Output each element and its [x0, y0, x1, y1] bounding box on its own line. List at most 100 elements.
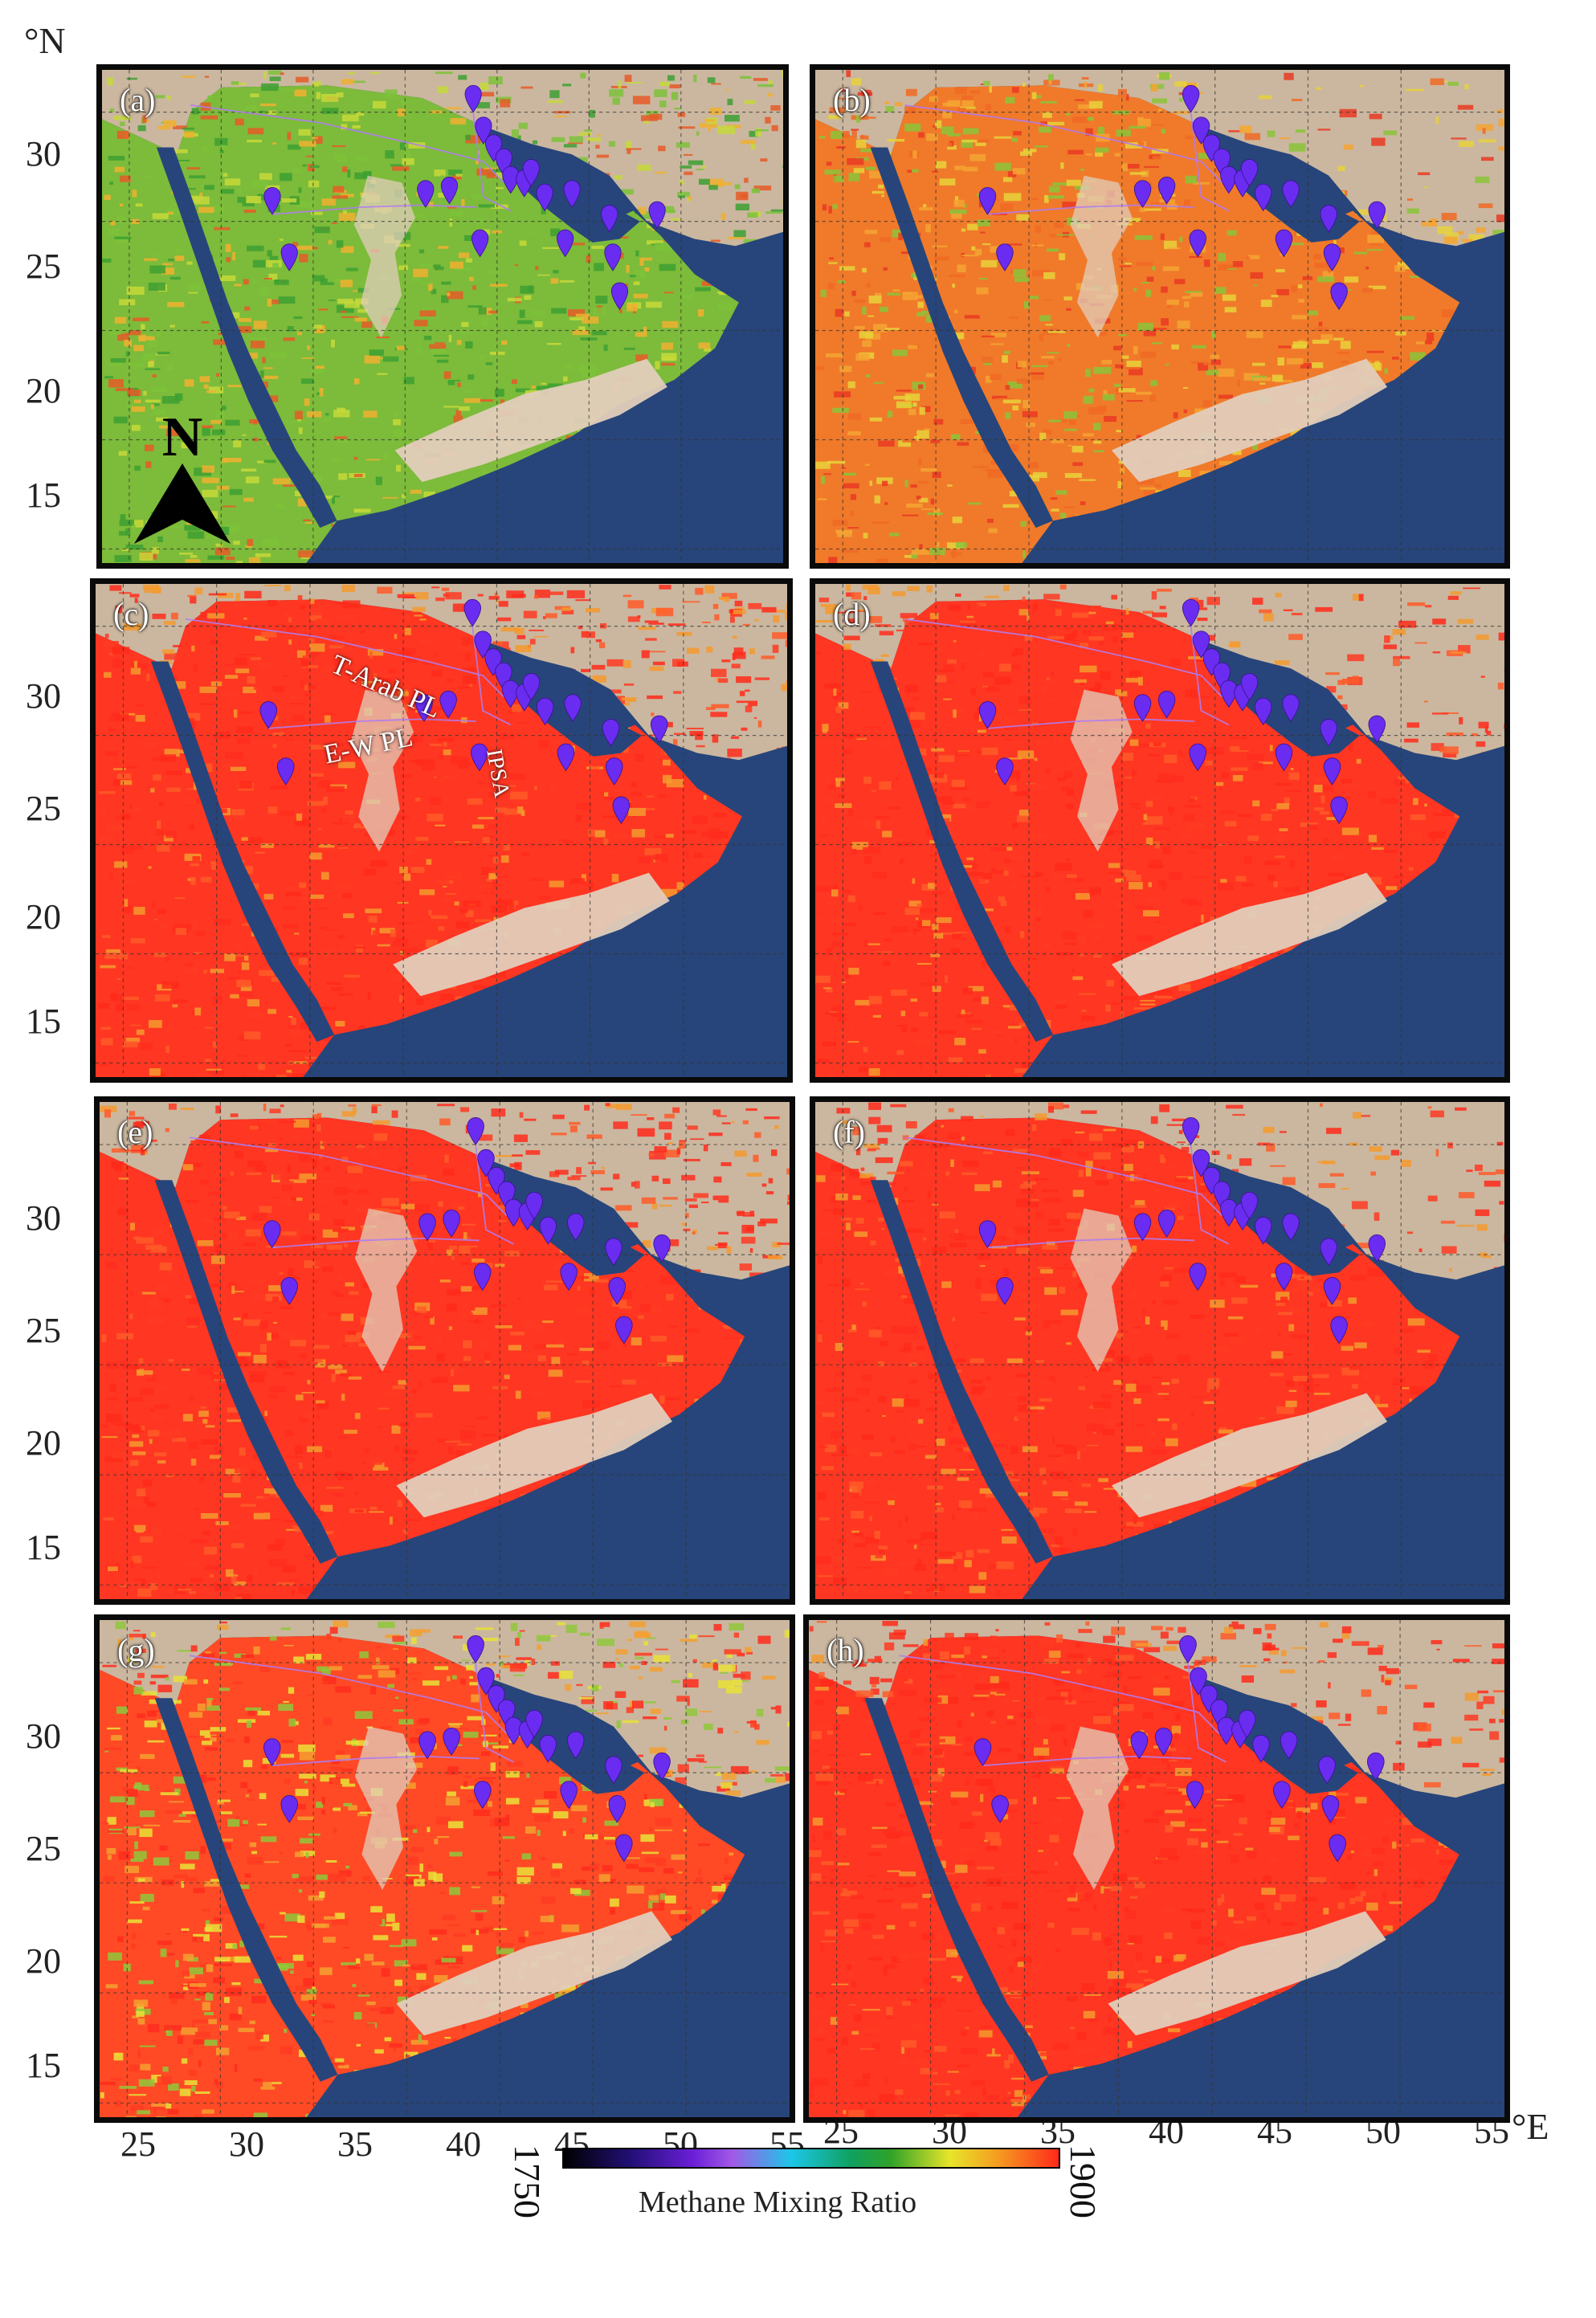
- land-north: [815, 70, 1504, 247]
- facility-marker-icon: [612, 796, 631, 824]
- desert-nodata-area: [396, 1911, 672, 2036]
- red-sea: [154, 1698, 338, 2082]
- red-sea: [870, 147, 1054, 528]
- facility-marker-icon: [648, 201, 666, 230]
- facility-marker-icon: [415, 694, 433, 722]
- facility-marker-icon: [560, 1263, 578, 1292]
- graticule: [100, 1620, 790, 2117]
- pipelines: [904, 618, 1230, 729]
- facility-marker-icon: [1133, 1213, 1152, 1242]
- facility-marker-icon: [467, 1635, 484, 1663]
- facility-marker-icon: [1368, 201, 1386, 230]
- longitude-tick-label: 30: [229, 2124, 264, 2164]
- facility-marker-icon: [1323, 1277, 1341, 1305]
- longitude-tick-label: 25: [120, 2124, 156, 2164]
- facility-marker-icon: [443, 1728, 460, 1756]
- panel-label-h: (h): [827, 1632, 864, 1668]
- latitude-tick-label: 20: [26, 371, 61, 410]
- facility-marker-icon: [563, 180, 581, 208]
- persian-gulf: [486, 1676, 645, 1794]
- facility-marker-icon: [1130, 1731, 1149, 1760]
- pipelines: [899, 1655, 1227, 1767]
- facility-marker-icon: [443, 1210, 460, 1238]
- facility-marker-icon: [610, 282, 629, 310]
- facility-marker-icon: [1323, 757, 1341, 786]
- map-panel-d: (d): [810, 578, 1510, 1083]
- latitude-tick-label: 15: [26, 1002, 61, 1041]
- facility-marker-icon: [1275, 229, 1293, 258]
- facility-marker-icon: [653, 1752, 671, 1781]
- longitude-tick-label: 35: [337, 2124, 373, 2164]
- facility-marker-icon: [474, 1263, 492, 1292]
- colorbar-max-label: 1900: [1063, 2145, 1104, 2218]
- facility-marker-icon: [263, 1738, 281, 1767]
- facility-markers: [978, 1117, 1386, 1345]
- persian-gulf: [1201, 1158, 1360, 1276]
- facility-marker-icon: [1133, 694, 1152, 722]
- land-north: [102, 70, 783, 247]
- latitude-tick-label: 25: [26, 1829, 61, 1868]
- facility-marker-icon: [566, 1731, 585, 1760]
- graticule: [815, 70, 1504, 563]
- facility-marker-icon: [417, 180, 435, 208]
- methane-map: [100, 1102, 790, 1599]
- facility-marker-icon: [602, 719, 620, 747]
- facility-marker-icon: [1240, 673, 1259, 701]
- facility-marker-icon: [263, 1220, 281, 1249]
- facility-marker-icon: [1240, 159, 1259, 187]
- persian-gulf: [1198, 1676, 1359, 1794]
- desert-nodata-area: [353, 175, 416, 338]
- latitude-tick-label: 15: [26, 1528, 61, 1567]
- latitude-tick-label: 30: [26, 676, 61, 716]
- facility-marker-icon: [1330, 1316, 1348, 1345]
- facility-marker-icon: [439, 690, 457, 719]
- facility-marker-icon: [1273, 1781, 1291, 1810]
- red-sea: [154, 1180, 338, 1564]
- facility-marker-icon: [1329, 1834, 1346, 1863]
- facility-marker-icon: [1254, 1216, 1272, 1245]
- facility-marker-icon: [525, 1709, 543, 1738]
- facility-marker-icon: [1240, 1191, 1259, 1220]
- facility-marker-icon: [1182, 598, 1200, 627]
- facility-marker-icon: [615, 1834, 633, 1863]
- desert-nodata-area: [1111, 1393, 1388, 1518]
- facility-marker-icon: [1189, 229, 1206, 258]
- desert-nodata-area: [351, 689, 414, 852]
- persian-gulf: [483, 640, 643, 757]
- land-north: [100, 1620, 790, 1798]
- pipelines: [904, 104, 1230, 215]
- desert-nodata-area: [1070, 175, 1133, 338]
- facility-marker-icon: [539, 1734, 557, 1763]
- map-panel-g: (g): [94, 1614, 795, 2123]
- graticule: [102, 70, 783, 563]
- facility-marker-icon: [557, 229, 574, 258]
- facility-marker-icon: [463, 598, 482, 627]
- facility-marker-icon: [1154, 1728, 1173, 1756]
- red-sea: [870, 1180, 1054, 1564]
- facility-markers: [263, 1635, 671, 1863]
- land-north: [815, 1102, 1504, 1280]
- facility-marker-icon: [263, 187, 281, 215]
- land-west: [100, 1669, 338, 2117]
- latitude-tick-label: 15: [26, 475, 61, 515]
- facility-marker-icon: [615, 1316, 633, 1345]
- map-panel-e: (e): [94, 1096, 795, 1605]
- facility-marker-icon: [280, 243, 298, 271]
- colorbar-legend: 1750 1900 Methane Mixing Ratio: [482, 2136, 1108, 2297]
- methane-map: [100, 1620, 790, 2117]
- facility-marker-icon: [1182, 84, 1200, 113]
- facility-marker-icon: [605, 1238, 622, 1267]
- facility-marker-icon: [259, 701, 278, 729]
- persian-gulf: [486, 1158, 645, 1276]
- facility-markers: [263, 84, 666, 310]
- latitude-tick-label: 20: [26, 1423, 61, 1463]
- latitude-unit-label: °N: [24, 20, 66, 61]
- methane-map: [809, 1620, 1504, 2117]
- facility-marker-icon: [996, 243, 1014, 271]
- facility-marker-icon: [1330, 796, 1348, 824]
- graticule: [815, 1102, 1504, 1599]
- latitude-tick-label: 30: [26, 1716, 61, 1756]
- north-arrow-icon: N: [134, 407, 231, 544]
- map-panel-h: (h): [803, 1614, 1510, 2123]
- facility-marker-icon: [650, 715, 668, 744]
